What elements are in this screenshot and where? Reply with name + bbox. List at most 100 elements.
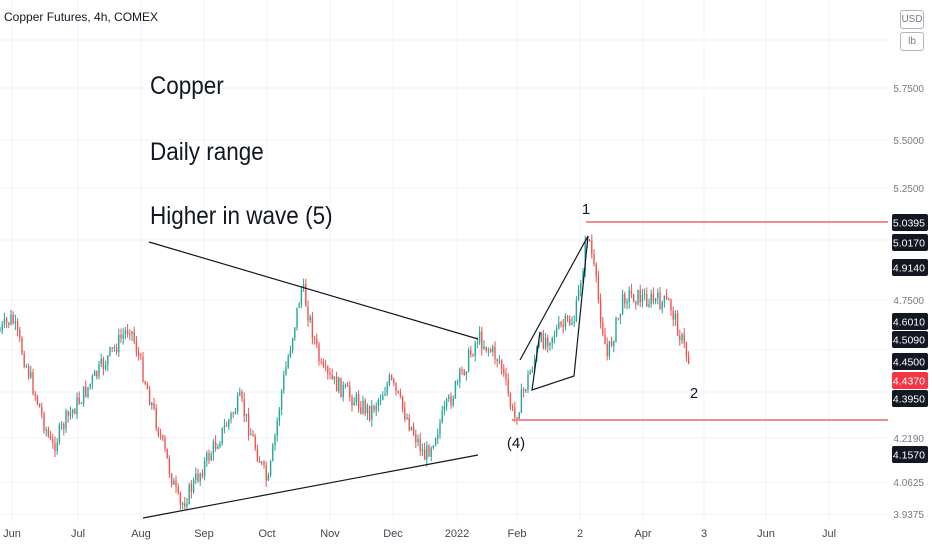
candle-body-143	[313, 338, 316, 340]
candle-body-245	[538, 340, 540, 348]
time-axis[interactable]: Jun Jul Aug Sep Oct Nov Dec 2022 Feb 2 Apr 3 Jun Jul	[3, 528, 836, 540]
candle-body-4	[8, 322, 10, 325]
candle-body-280	[615, 317, 617, 342]
candle-body-194	[426, 445, 428, 460]
candle-body-41	[89, 383, 91, 388]
candle-body-162	[355, 394, 358, 403]
candle-body-294	[646, 294, 648, 307]
candle-body-126	[276, 420, 278, 436]
x-tick-label: Oct	[258, 528, 275, 540]
candle-body-164	[360, 407, 362, 414]
candle-body-51	[111, 347, 113, 349]
candle-body-131	[287, 356, 289, 368]
candle-body-149	[327, 366, 329, 374]
price-label-bg	[892, 234, 928, 251]
candle-body-147	[322, 361, 325, 367]
candle-body-12	[25, 366, 28, 368]
wave-wedge-lines[interactable]	[519, 235, 589, 391]
candle-body-159	[349, 386, 351, 397]
candle-body-188	[412, 427, 415, 435]
candle-body-136	[298, 304, 300, 308]
candle-body-132	[289, 350, 292, 357]
candle-body-129	[283, 374, 285, 391]
annotation-daily-range: Daily range	[150, 138, 264, 166]
candle-body-256	[562, 325, 564, 327]
candle-body-64	[140, 355, 142, 357]
candle-body-237	[520, 389, 523, 414]
candle-body-22	[47, 429, 50, 437]
x-tick-label: 2	[577, 528, 583, 540]
candle-body-110	[241, 391, 243, 399]
price-label: 5.0170	[893, 238, 925, 250]
candle-body-183	[401, 396, 404, 409]
candle-body-246	[540, 333, 542, 341]
currency-button[interactable]: USD	[900, 10, 924, 29]
candle-body-207	[454, 381, 457, 398]
wave-label-wave2: 2	[690, 385, 698, 402]
candle-body-46	[100, 358, 102, 365]
candle-body-202	[443, 406, 446, 411]
candle-body-85	[186, 503, 188, 507]
candle-body-128	[280, 390, 283, 410]
candle-body-151	[331, 374, 333, 380]
candle-body-295	[648, 303, 650, 307]
candles	[0, 234, 690, 510]
candle-body-170	[373, 405, 375, 411]
candle-body-19	[41, 407, 43, 414]
candle-body-57	[124, 330, 127, 335]
candle-body-125	[274, 435, 276, 446]
candle-body-118	[258, 461, 261, 464]
candle-body-39	[85, 386, 87, 397]
candle-body-182	[399, 392, 402, 397]
candle-body-55	[120, 334, 122, 339]
candle-body-62	[135, 341, 138, 354]
candle-body-58	[126, 330, 129, 334]
x-tick-label: Jun	[3, 528, 21, 540]
candle-body-145	[318, 344, 320, 362]
candle-body-153	[335, 376, 338, 392]
candle-body-264	[580, 283, 582, 290]
candle-body-16	[34, 393, 36, 396]
candle-body-189	[415, 434, 417, 443]
candle-body-30	[65, 411, 67, 429]
candle-body-274	[602, 322, 604, 335]
candle-body-259	[569, 318, 571, 325]
triangle-upper-line[interactable]	[148, 241, 479, 340]
candle-body-273	[599, 299, 602, 323]
candle-body-222	[487, 349, 490, 351]
candle-body-127	[278, 409, 281, 421]
price-label: 4.4500	[893, 357, 925, 369]
candle-body-0	[0, 330, 1, 332]
candle-body-48	[104, 365, 107, 369]
candle-body-206	[452, 397, 454, 406]
candle-body-312	[685, 343, 688, 357]
candle-body-220	[483, 346, 485, 349]
candle-body-226	[496, 359, 498, 362]
candle-body-122	[267, 475, 270, 481]
candle-body-279	[613, 341, 615, 346]
candle-body-54	[118, 334, 120, 353]
candle-body-84	[184, 503, 186, 507]
candle-body-14	[30, 372, 32, 378]
candle-body-225	[494, 346, 496, 360]
drawings[interactable]: 1 2 (4)	[142, 201, 888, 519]
candle-body-293	[643, 294, 646, 296]
unit-button[interactable]: lb	[900, 32, 924, 51]
triangle-lower-line[interactable]	[142, 454, 479, 519]
candle-body-119	[261, 461, 263, 464]
candle-body-114	[250, 434, 252, 436]
price-label: 4.5090	[893, 335, 925, 347]
candle-body-35	[76, 397, 78, 415]
y-tick-label: 4.2190	[893, 434, 924, 445]
candle-body-269	[591, 240, 593, 255]
candle-body-112	[245, 413, 248, 417]
candle-body-32	[69, 412, 72, 416]
candle-body-187	[410, 427, 413, 430]
candle-body-18	[38, 403, 41, 408]
candle-body-308	[676, 313, 679, 336]
candle-body-144	[316, 339, 318, 345]
candle-body-135	[296, 307, 298, 328]
candle-body-37	[80, 403, 83, 405]
